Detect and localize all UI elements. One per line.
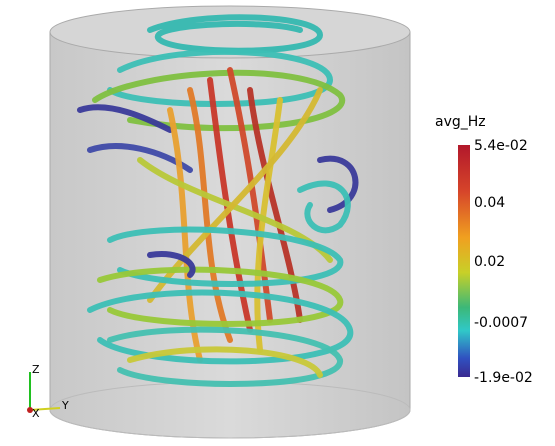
colorbar: avg_Hz 5.4e-02 0.04 0.02 -0.0007 -1.9e-0…: [435, 114, 533, 386]
colorbar-label: 0.04: [474, 195, 505, 211]
viewport: avg_Hz 5.4e-02 0.04 0.02 -0.0007 -1.9e-0…: [0, 0, 555, 442]
colorbar-label: 0.02: [474, 254, 505, 270]
axis-label: Z: [32, 363, 40, 376]
colorbar-title: avg_Hz: [435, 114, 486, 130]
colorbar-label: -1.9e-02: [474, 370, 533, 386]
axis-label: X: [32, 407, 40, 420]
axis-label: Y: [61, 399, 69, 412]
colorbar-scale: [458, 145, 470, 377]
colorbar-label: -0.0007: [474, 315, 528, 331]
colorbar-label: 5.4e-02: [474, 138, 528, 154]
